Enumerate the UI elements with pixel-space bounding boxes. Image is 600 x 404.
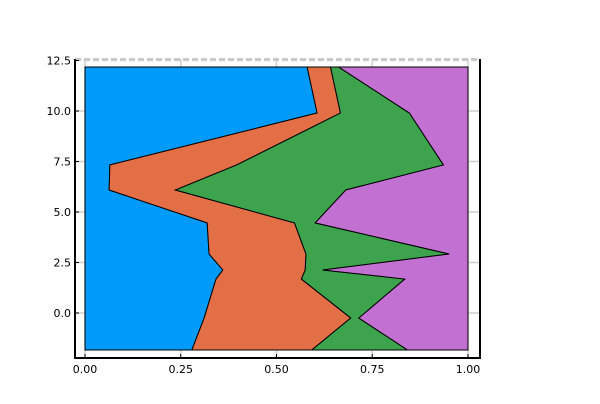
y-tick-label: 12.5: [47, 55, 72, 68]
x-axis: 0.00 0.25 0.50 0.75 1.00: [73, 354, 481, 376]
x-tick-label: 0.50: [264, 363, 289, 376]
y-tick-label: 2.5: [54, 257, 72, 270]
y-tick-label: 10.0: [47, 105, 72, 118]
area-series-4: [314, 66, 469, 351]
y-tick-label: 0.0: [54, 307, 72, 320]
x-tick-label: 0.00: [73, 363, 98, 376]
area-series: [84, 66, 469, 351]
y-tick-label: 5.0: [54, 206, 72, 219]
axes-frame: [74, 58, 481, 359]
x-tick-label: 0.25: [169, 363, 194, 376]
y-axis: 0.0 2.5 5.0 7.5 10.0 12.5: [47, 55, 79, 320]
y-tick-label: 7.5: [54, 156, 72, 169]
x-tick-label: 1.00: [456, 363, 481, 376]
x-tick-label: 0.75: [360, 363, 385, 376]
axes-border: [74, 59, 481, 359]
